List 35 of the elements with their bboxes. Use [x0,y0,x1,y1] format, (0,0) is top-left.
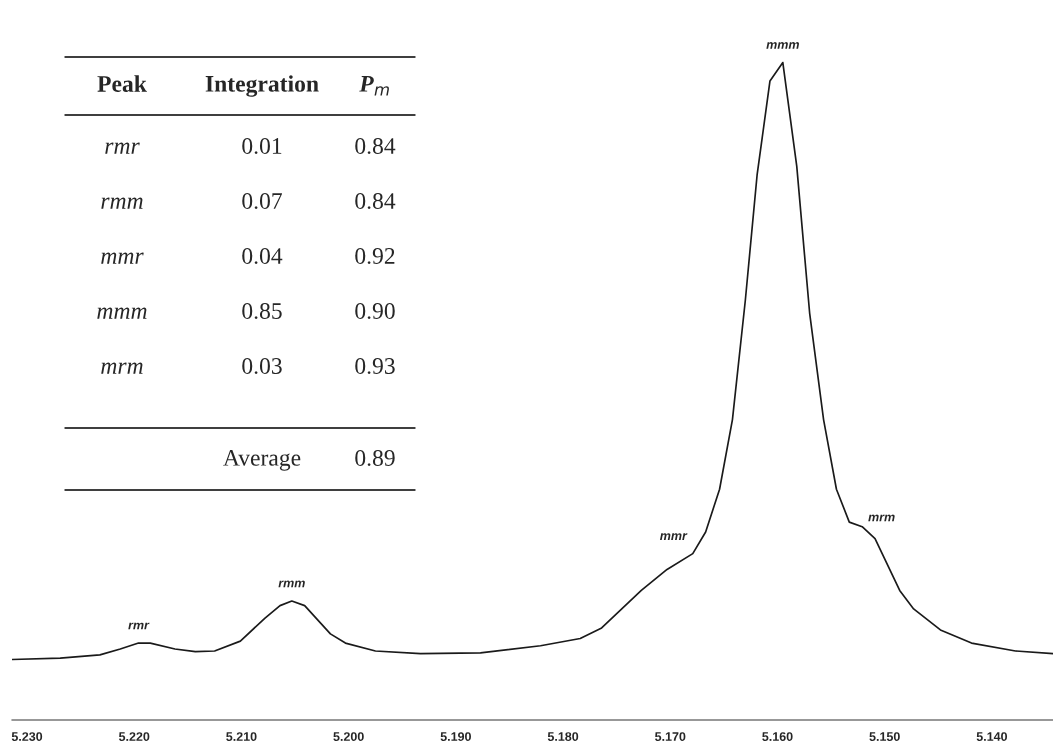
x-tick-label: 5.210 [226,732,257,741]
annotation: 0.07 [242,192,282,210]
annotation: Integration [205,75,319,97]
x-tick-label: 5.200 [333,732,364,741]
annotation: Peak [97,75,147,92]
annotation: 0.92 [355,247,395,265]
annotation: mmr [101,252,144,264]
x-tick-label: 5.220 [118,732,150,741]
annotation: 0.01 [242,137,282,155]
annotation: 0.93 [355,357,395,375]
x-tick-label: 5.150 [869,732,900,741]
x-tick-label: 5.170 [655,732,686,741]
annotation: 0.03 [242,357,282,375]
x-tick-label: 5.230 [11,732,43,741]
annotation: Average [223,450,301,471]
annotation: P$_{m}$ [359,76,389,96]
x-tick-label: 5.190 [440,732,471,741]
annotation: rmm [278,580,305,588]
annotation: 0.89 [355,449,395,467]
annotation: 0.84 [355,192,396,210]
annotation: 0.84 [355,137,396,155]
annotation: mmm [766,42,799,49]
annotation: mmm [97,307,147,319]
annotation: 0.04 [242,247,283,265]
annotation: 0.90 [355,302,395,320]
annotation: rmm [101,197,143,209]
annotation: mmr [660,533,688,540]
x-tick-label: 5.140 [976,732,1008,741]
x-tick-label: 5.180 [547,732,579,741]
annotation: rmr [128,622,150,630]
annotation: mrm [868,514,895,522]
x-tick-label: 5.160 [762,732,793,741]
annotation: mrm [101,362,143,374]
annotation: rmr [105,142,140,154]
annotation: 0.85 [242,302,282,320]
